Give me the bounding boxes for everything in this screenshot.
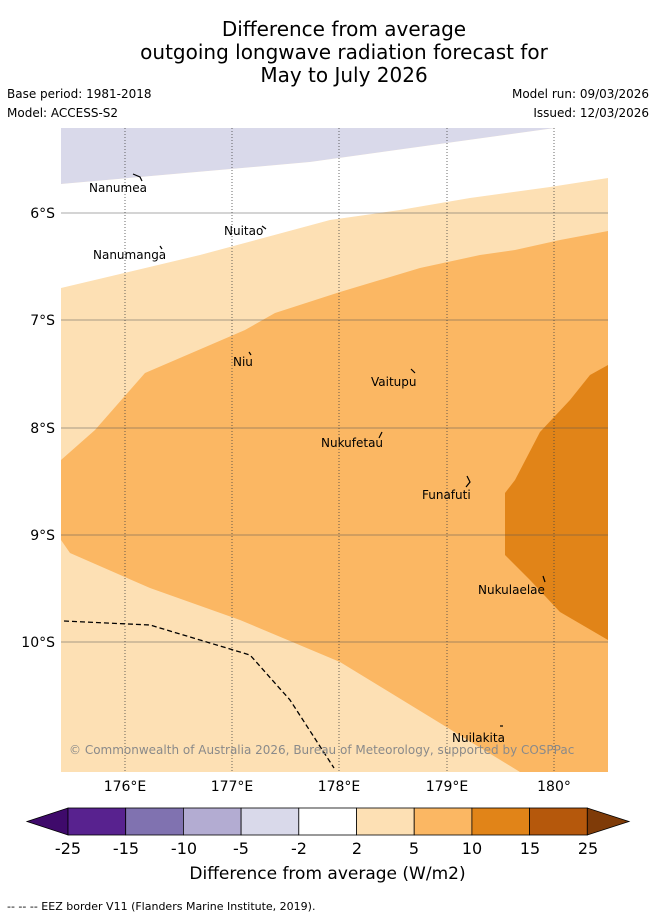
cbar-segment-7: [413, 807, 473, 836]
lon-label-180: 180°: [537, 779, 571, 795]
label-niu: Niu: [233, 355, 253, 369]
lat-label-7s: 7°S: [30, 313, 55, 329]
issued-date: Issued: 12/03/2026: [533, 106, 649, 120]
label-vaitupu: Vaitupu: [371, 375, 417, 389]
title-line-2: outgoing longwave radiation forecast for: [140, 40, 548, 64]
cbar-tick-minus-5: -5: [233, 839, 249, 858]
lat-axis-labels: 6°S 7°S 8°S 9°S 10°S: [21, 206, 55, 651]
cbar-tick-minus-25: -25: [54, 839, 82, 858]
lat-gridlines: [61, 212, 608, 643]
colorbar-title: Difference from average (W/m2): [189, 864, 466, 884]
lat-label-10s: 10°S: [21, 635, 55, 651]
label-nukulaelae: Nukulaelae: [478, 583, 545, 597]
cbar-extend-low: [25, 807, 69, 836]
place-labels: Nanumea Nuitao Nanumanga Niu Vaitupu Nuk…: [89, 181, 545, 745]
cbar-tick-minus-2: -2: [291, 839, 307, 858]
cbar-segment-4: [240, 807, 300, 836]
cbar-tick-5: 5: [408, 839, 420, 858]
cbar-segment-5: [298, 807, 357, 836]
eez-border: [63, 620, 335, 769]
label-nuitao: Nuitao: [224, 224, 263, 238]
label-funafuti: Funafuti: [422, 488, 471, 502]
chart-title: Difference from average outgoing longwav…: [0, 18, 655, 87]
lon-label-179e: 179°E: [426, 779, 469, 795]
model-name: Model: ACCESS-S2: [7, 106, 119, 120]
cbar-extend-high: [586, 807, 631, 836]
lat-label-6s: 6°S: [30, 206, 55, 222]
lon-axis-labels: 176°E 177°E 178°E 179°E 180°: [104, 779, 571, 795]
contour-10-15: [505, 365, 608, 640]
model-run: Model run: 09/03/2026: [511, 87, 649, 101]
cbar-tick-minus-10: -10: [170, 839, 198, 858]
colorbar: [25, 807, 631, 836]
lon-label-177e: 177°E: [211, 779, 254, 795]
cbar-segment-8: [471, 807, 530, 836]
lat-label-9s: 9°S: [30, 528, 55, 544]
label-nukufetau: Nukufetau: [321, 436, 383, 450]
lon-gridlines: [124, 128, 555, 772]
contour-minus-5-minus-2: [61, 128, 555, 184]
cbar-tick-15: 15: [519, 839, 541, 858]
cbar-tick-10: 10: [461, 839, 483, 858]
lon-label-178e: 178°E: [318, 779, 361, 795]
cbar-tick-25: 25: [577, 839, 599, 858]
title-line-3: May to July 2026: [260, 63, 428, 87]
label-nanumanga: Nanumanga: [93, 248, 166, 262]
cbar-segment-2: [125, 807, 184, 836]
base-period: Base period: 1981-2018: [7, 87, 152, 101]
title-line-1: Difference from average: [221, 17, 467, 41]
cbar-segment-1: [67, 807, 127, 836]
forecast-map: Nanumea Nuitao Nanumanga Niu Vaitupu Nuk…: [21, 128, 631, 836]
label-nanumea: Nanumea: [89, 181, 147, 195]
eez-legend-note: -- -- -- EEZ border V11 (Flanders Marine…: [7, 900, 316, 913]
cbar-tick-minus-15: -15: [112, 839, 140, 858]
cbar-segment-6: [356, 807, 415, 836]
contour-5-10: [61, 231, 608, 772]
island-shapes: [132, 173, 546, 727]
copyright-notice: © Commonwealth of Australia 2026, Bureau…: [69, 743, 574, 757]
lat-label-8s: 8°S: [30, 421, 55, 437]
lon-label-176e: 176°E: [104, 779, 147, 795]
cbar-segment-3: [182, 807, 242, 836]
anomaly-contours: [61, 128, 608, 772]
cbar-segment-9: [529, 807, 588, 836]
label-nuilakita: Nuilakita: [452, 731, 505, 745]
cbar-tick-2: 2: [351, 839, 363, 858]
contour-minus-2-2: [61, 128, 608, 288]
